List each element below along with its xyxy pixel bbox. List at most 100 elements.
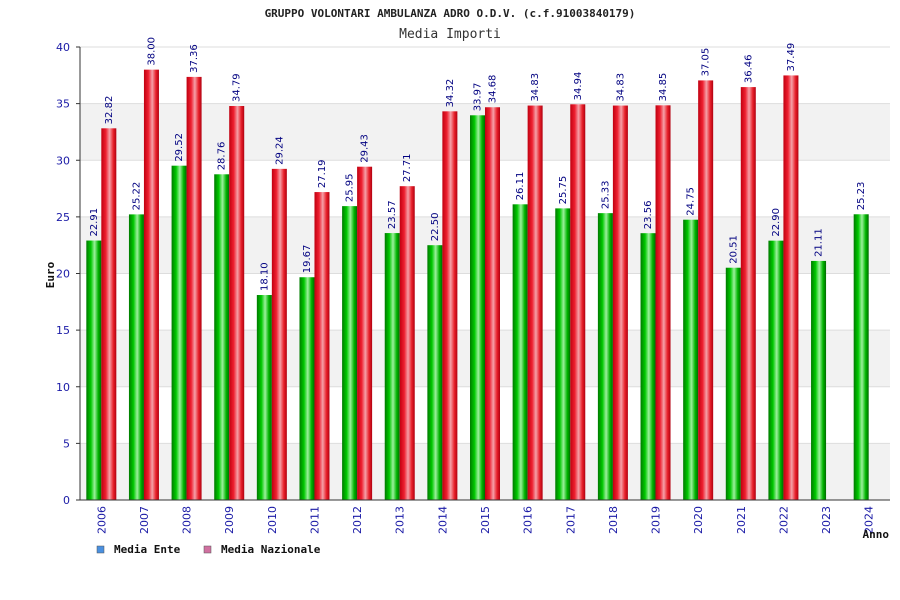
x-tick-label: 2022	[777, 506, 790, 534]
x-tick-label: 2007	[138, 506, 151, 534]
bar-media-nazionale-2011	[314, 192, 330, 501]
bar-media-nazionale-2021	[740, 87, 756, 500]
bar-media-ente-2023	[811, 260, 827, 500]
x-tick-label: 2012	[351, 506, 364, 534]
y-tick-label: 30	[56, 154, 70, 167]
data-label-media-nazionale-2008: 37.36	[189, 44, 200, 73]
y-tick-label: 15	[56, 324, 70, 337]
data-label-media-ente-2006: 22.91	[89, 208, 100, 237]
bar-media-nazionale-2012	[357, 166, 373, 500]
data-label-media-ente-2020: 24.75	[686, 187, 697, 216]
data-label-media-nazionale-2019: 34.85	[658, 73, 669, 102]
data-label-media-ente-2013: 23.57	[387, 200, 398, 229]
legend-swatch-media-nazionale	[203, 545, 212, 554]
legend-label-media-ente: Media Ente	[114, 543, 181, 556]
x-axis-label: Anno	[863, 528, 890, 541]
bar-media-ente-2007	[128, 214, 144, 501]
data-label-media-nazionale-2016: 34.83	[530, 73, 541, 102]
bar-media-nazionale-2009	[229, 106, 245, 501]
bar-media-nazionale-2016	[527, 105, 543, 501]
bar-media-ente-2017	[555, 208, 571, 500]
x-tick-label: 2013	[394, 506, 407, 534]
bar-media-ente-2020	[683, 219, 699, 501]
data-label-media-ente-2024: 25.23	[856, 182, 867, 211]
bar-media-ente-2022	[768, 240, 784, 500]
data-label-media-ente-2009: 28.76	[217, 142, 228, 171]
bar-media-ente-2014	[427, 245, 443, 500]
x-tick-label: 2008	[181, 506, 194, 534]
data-label-media-nazionale-2015: 34.68	[488, 75, 499, 104]
bars	[86, 69, 869, 501]
bar-media-nazionale-2022	[783, 75, 799, 500]
x-tick-label: 2014	[436, 506, 449, 534]
bar-media-ente-2021	[725, 267, 741, 500]
x-tick-label: 2006	[95, 506, 108, 534]
y-axis-ticks: 0 5 10 15 20 25 30 35 40	[56, 41, 80, 507]
bar-media-nazionale-2017	[570, 104, 586, 500]
bar-media-nazionale-2015	[485, 107, 500, 501]
data-label-media-ente-2012: 25.95	[345, 173, 356, 202]
data-label-media-ente-2016: 26.11	[515, 172, 526, 201]
bar-media-ente-2011	[299, 277, 315, 500]
x-tick-label: 2020	[692, 506, 705, 534]
data-label-media-ente-2008: 29.52	[174, 133, 185, 162]
bar-media-nazionale-2010	[271, 168, 287, 500]
data-label-media-nazionale-2018: 34.83	[615, 73, 626, 102]
bar-media-nazionale-2018	[612, 105, 628, 501]
bar-media-ente-2024	[853, 214, 869, 500]
x-tick-label: 2016	[522, 506, 535, 534]
legend: Media Ente Media Nazionale	[96, 543, 321, 556]
data-label-media-ente-2023: 21.11	[814, 228, 825, 257]
y-axis-label: Euro	[44, 261, 57, 288]
data-label-media-ente-2021: 20.51	[728, 235, 739, 264]
x-tick-label: 2023	[820, 506, 833, 534]
bar-media-ente-2006	[86, 240, 102, 500]
x-tick-label: 2010	[266, 506, 279, 534]
data-label-media-ente-2017: 25.75	[558, 176, 569, 205]
x-tick-label: 2015	[479, 506, 492, 534]
bar-media-nazionale-2019	[655, 105, 671, 500]
legend-label-media-nazionale: Media Nazionale	[221, 543, 321, 556]
x-tick-label: 2017	[564, 506, 577, 534]
x-tick-label: 2019	[650, 506, 663, 534]
y-tick-label: 10	[56, 381, 70, 394]
y-tick-label: 5	[63, 437, 70, 450]
bar-media-ente-2008	[171, 165, 187, 500]
x-tick-label: 2021	[735, 506, 748, 534]
data-label-media-ente-2019: 23.56	[643, 201, 654, 230]
bar-media-ente-2013	[384, 233, 400, 500]
x-axis-ticks: 2006 2007 2008 2009 2010 2011 2012 2013 2014 2015…	[95, 506, 875, 534]
data-label-media-nazionale-2021: 36.46	[743, 54, 754, 83]
data-label-media-nazionale-2012: 29.43	[360, 134, 371, 163]
y-tick-label: 0	[63, 494, 70, 507]
bar-media-nazionale-2006	[101, 128, 117, 500]
bar-media-nazionale-2014	[442, 111, 458, 501]
data-label-media-ente-2014: 22.50	[430, 213, 441, 242]
bar-media-ente-2018	[597, 213, 613, 500]
x-tick-label: 2018	[607, 506, 620, 534]
y-tick-label: 20	[56, 268, 70, 281]
bar-media-nazionale-2020	[698, 80, 714, 500]
data-label-media-nazionale-2014: 34.32	[445, 79, 456, 108]
bar-media-nazionale-2013	[399, 186, 415, 500]
data-label-media-nazionale-2009: 34.79	[232, 73, 243, 102]
x-tick-label: 2009	[223, 506, 236, 534]
bar-media-ente-2019	[640, 233, 656, 501]
data-label-media-nazionale-2022: 37.49	[786, 43, 797, 72]
y-tick-label: 40	[56, 41, 70, 54]
y-tick-label: 35	[56, 98, 70, 111]
bar-media-ente-2012	[342, 206, 358, 500]
bar-media-ente-2016	[512, 204, 528, 500]
data-label-media-ente-2010: 18.10	[259, 262, 270, 291]
bar-media-ente-2010	[256, 295, 272, 500]
data-label-media-nazionale-2020: 37.05	[701, 48, 712, 77]
x-tick-label: 2024	[863, 506, 876, 534]
bar-media-ente-2015	[470, 115, 485, 501]
bar-media-ente-2009	[214, 174, 230, 500]
data-labels: 22.91 32.82 25.22 38.00 29.52 37.36 28.76 34.79…	[89, 37, 867, 291]
data-label-media-nazionale-2017: 34.94	[573, 72, 584, 101]
data-label-media-nazionale-2007: 38.00	[146, 37, 157, 66]
data-label-media-ente-2007: 25.22	[131, 182, 142, 211]
data-label-media-nazionale-2006: 32.82	[104, 96, 115, 125]
legend-swatch-media-ente	[96, 545, 105, 554]
